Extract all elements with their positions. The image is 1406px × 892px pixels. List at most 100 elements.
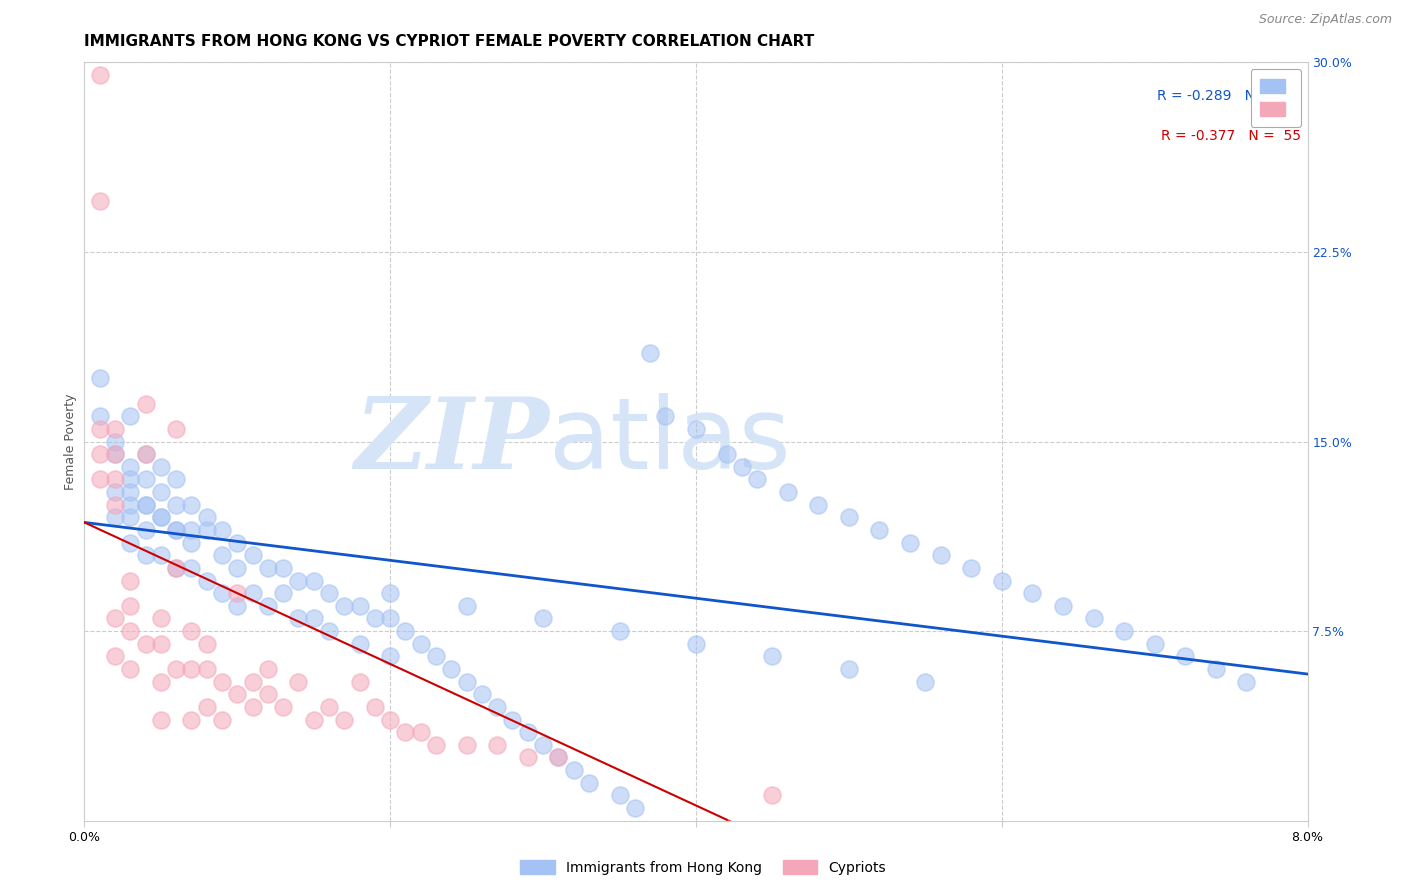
Point [120, 535, 142, 549]
Point [226, 561, 249, 575]
Point [165, 561, 187, 575]
Point [638, 346, 661, 360]
Point [547, 750, 569, 764]
Point [211, 713, 233, 727]
Point [226, 535, 249, 549]
Point [135, 447, 157, 461]
Point [287, 674, 309, 689]
Point [838, 662, 860, 676]
Point [394, 624, 416, 639]
Point [89, 422, 111, 436]
Point [89, 473, 111, 487]
Point [609, 624, 631, 639]
Point [318, 699, 340, 714]
Point [456, 599, 478, 613]
Point [120, 473, 142, 487]
Point [120, 624, 142, 639]
Point [89, 447, 111, 461]
Point [135, 523, 157, 537]
Point [135, 396, 157, 410]
Point [242, 674, 264, 689]
Text: R = -0.289   N = 105: R = -0.289 N = 105 [1157, 89, 1302, 103]
Point [1114, 624, 1136, 639]
Text: atlas: atlas [550, 393, 790, 490]
Point [120, 662, 142, 676]
Point [716, 447, 738, 461]
Point [1236, 674, 1258, 689]
Point [609, 789, 631, 803]
Point [302, 574, 325, 588]
Point [547, 750, 569, 764]
Point [364, 611, 387, 625]
Point [104, 473, 127, 487]
Point [516, 750, 538, 764]
Point [135, 447, 157, 461]
Point [486, 738, 509, 752]
Point [149, 713, 172, 727]
Point [195, 662, 218, 676]
Point [135, 548, 157, 563]
Point [120, 409, 142, 424]
Point [516, 725, 538, 739]
Point [226, 586, 249, 600]
Point [195, 510, 218, 524]
Point [425, 738, 447, 752]
Point [211, 586, 233, 600]
Point [425, 649, 447, 664]
Point [135, 498, 157, 512]
Legend: , : , [1250, 70, 1301, 127]
Point [226, 687, 249, 701]
Point [120, 574, 142, 588]
Point [1083, 611, 1105, 625]
Point [333, 599, 356, 613]
Point [149, 510, 172, 524]
Point [165, 561, 187, 575]
Point [135, 637, 157, 651]
Point [807, 498, 830, 512]
Point [257, 662, 280, 676]
Point [165, 523, 187, 537]
Point [149, 459, 172, 474]
Point [211, 548, 233, 563]
Point [349, 674, 371, 689]
Point [287, 611, 309, 625]
Point [1205, 662, 1227, 676]
Point [349, 599, 371, 613]
Point [929, 548, 952, 563]
Point [898, 535, 921, 549]
Point [89, 409, 111, 424]
Point [456, 674, 478, 689]
Point [180, 662, 202, 676]
Point [257, 561, 280, 575]
Point [180, 713, 202, 727]
Point [120, 485, 142, 500]
Point [318, 624, 340, 639]
Point [731, 459, 754, 474]
Point [257, 599, 280, 613]
Point [624, 801, 647, 815]
Text: ZIP: ZIP [354, 393, 550, 490]
Point [318, 586, 340, 600]
Point [914, 674, 936, 689]
Point [531, 738, 554, 752]
Point [104, 485, 127, 500]
Point [271, 586, 294, 600]
Point [89, 68, 111, 82]
Point [578, 776, 600, 790]
Point [211, 523, 233, 537]
Point [1174, 649, 1197, 664]
Text: Source: ZipAtlas.com: Source: ZipAtlas.com [1258, 13, 1392, 27]
Point [180, 624, 202, 639]
Point [104, 510, 127, 524]
Point [333, 713, 356, 727]
Point [380, 586, 402, 600]
Point [685, 422, 707, 436]
Point [302, 611, 325, 625]
Point [180, 523, 202, 537]
Point [287, 574, 309, 588]
Point [180, 561, 202, 575]
Point [394, 725, 416, 739]
Point [776, 485, 799, 500]
Point [409, 637, 432, 651]
Point [1143, 637, 1166, 651]
